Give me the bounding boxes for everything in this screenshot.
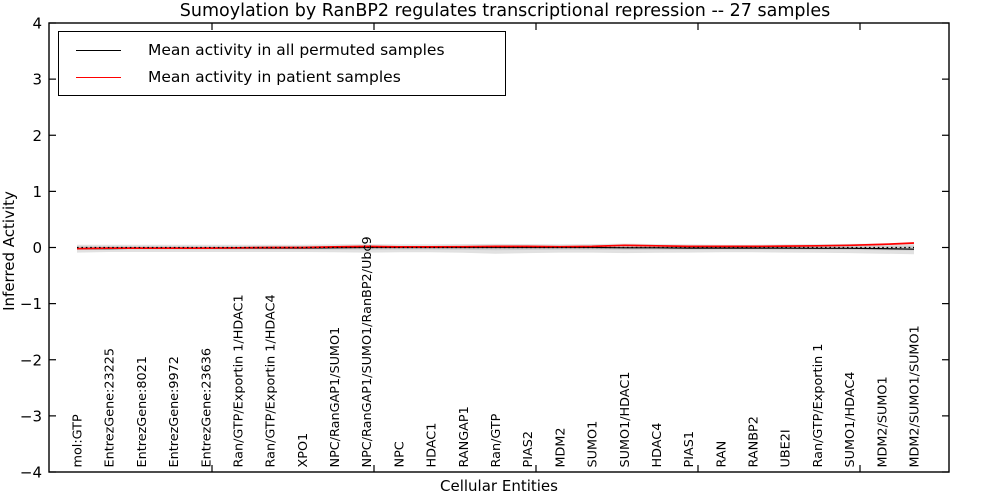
x-category-label: mol:GTP: [71, 414, 86, 467]
y-tick-label: 4: [32, 15, 42, 33]
patient-mean-line: [76, 242, 915, 250]
legend-entry-permuted: Mean activity in all permuted samples: [59, 41, 505, 59]
y-tick-label: 0: [32, 239, 42, 257]
x-category-label: PIAS2: [521, 431, 536, 468]
x-category-label: Ran/GTP/Exportin 1/HDAC1: [232, 294, 247, 467]
x-category-label: Ran/GTP/Exportin 1/HDAC4: [264, 294, 279, 467]
x-category-label: EntrezGene:23636: [199, 348, 214, 468]
x-category-label: UBE2I: [779, 429, 794, 467]
x-category-label: EntrezGene:8021: [135, 356, 150, 467]
x-category-label: XPO1: [296, 433, 311, 468]
x-category-label: Ran/GTP: [489, 413, 504, 467]
x-category-label: MDM2/SUMO1: [875, 376, 890, 467]
y-tick-label: 3: [32, 71, 42, 89]
legend-line-sample-permuted: [76, 49, 121, 51]
y-axis-label: Inferred Activity: [0, 191, 18, 311]
x-category-label: PIAS1: [682, 431, 697, 468]
x-category-label: NPC/RanGAP1/SUMO1: [328, 327, 343, 468]
x-category-label: RANGAP1: [457, 406, 472, 467]
x-category-label: RANBP2: [747, 416, 762, 467]
y-tick-label: −4: [20, 464, 42, 482]
x-category-label: MDM2/SUMO1/SUMO1: [908, 325, 923, 467]
y-tick-label: 2: [32, 127, 42, 145]
y-tick-label: −1: [20, 295, 42, 313]
x-category-label: EntrezGene:23225: [103, 348, 118, 468]
x-category-label: RAN: [714, 441, 729, 468]
legend: Mean activity in all permuted samples Me…: [58, 31, 506, 96]
x-category-label: SUMO1/HDAC4: [843, 372, 858, 468]
x-axis-label: Cellular Entities: [440, 477, 558, 495]
x-category-label: Ran/GTP/Exportin 1: [811, 344, 826, 468]
x-category-label: HDAC4: [650, 423, 665, 468]
legend-line-sample-patient: [76, 76, 121, 78]
x-category-label: NPC/RanGAP1/SUMO1/RanBP2/Ubc9: [360, 236, 375, 467]
y-tick-label: −2: [20, 351, 42, 369]
y-tick-label: 1: [32, 183, 42, 201]
x-category-label: EntrezGene:9972: [167, 356, 182, 467]
legend-label-permuted: Mean activity in all permuted samples: [148, 41, 445, 59]
x-category-label: SUMO1: [586, 421, 601, 468]
y-tick-label: −3: [20, 407, 42, 425]
chart-title: Sumoylation by RanBP2 regulates transcri…: [180, 1, 830, 21]
legend-entry-patient: Mean activity in patient samples: [59, 68, 505, 86]
x-category-label: MDM2: [553, 427, 568, 467]
x-category-label: SUMO1/HDAC1: [618, 372, 633, 468]
legend-label-patient: Mean activity in patient samples: [148, 68, 401, 86]
x-category-label: NPC: [392, 441, 407, 467]
x-category-label: HDAC1: [425, 423, 440, 468]
